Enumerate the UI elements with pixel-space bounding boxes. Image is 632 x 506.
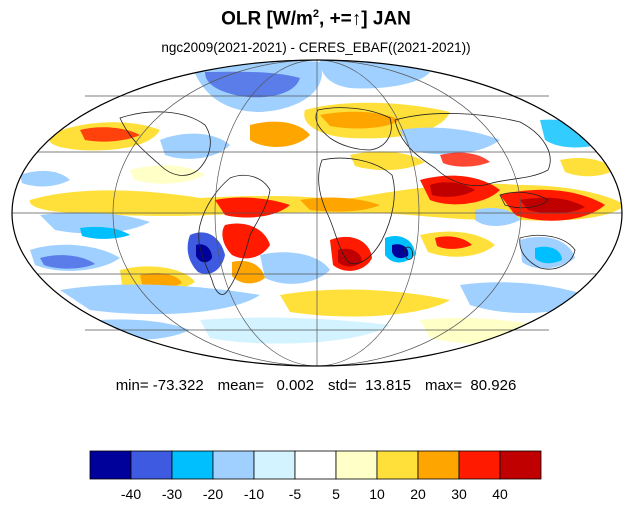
colorbar-label: 30 bbox=[451, 486, 467, 502]
colorbar-label: -10 bbox=[244, 486, 264, 502]
colorbar-swatch bbox=[89, 450, 132, 480]
colorbar-swatch bbox=[130, 450, 173, 480]
colorbar-swatch bbox=[294, 450, 337, 480]
colorbar-label: -30 bbox=[162, 486, 182, 502]
colorbar-label: -5 bbox=[289, 486, 302, 502]
colorbar-swatch bbox=[212, 450, 255, 480]
colorbar-swatch bbox=[171, 450, 214, 480]
stat-std: std= 13.815 bbox=[328, 377, 411, 394]
statistics-line: min= -73.322 mean= 0.002 std= 13.815 max= 8… bbox=[0, 377, 632, 394]
colorbar-label: 40 bbox=[492, 486, 508, 502]
plot-subtitle: ngc2009(2021-2021) - CERES_EBAF((2021-20… bbox=[161, 40, 471, 55]
colorbar-swatch bbox=[335, 450, 378, 480]
colorbar-swatch bbox=[458, 450, 501, 480]
map-svg bbox=[11, 59, 623, 367]
colorbar-swatch bbox=[376, 450, 419, 480]
plot-title: OLR [W/m2, +=↑] JAN bbox=[221, 8, 411, 30]
colorbar-label: 20 bbox=[410, 486, 426, 502]
colorbar-swatch bbox=[499, 450, 542, 480]
colorbar-label: -20 bbox=[203, 486, 223, 502]
globe-outline bbox=[11, 59, 623, 367]
colorbar-label: 5 bbox=[332, 486, 340, 502]
stat-mean: mean= 0.002 bbox=[217, 377, 314, 394]
stat-min: min= -73.322 bbox=[115, 377, 204, 394]
colorbar-swatch bbox=[253, 450, 296, 480]
colorbar-label: 10 bbox=[369, 486, 385, 502]
colorbar-swatch bbox=[417, 450, 460, 480]
colorbar-label: -40 bbox=[121, 486, 141, 502]
stat-max: max= 80.926 bbox=[424, 377, 517, 394]
